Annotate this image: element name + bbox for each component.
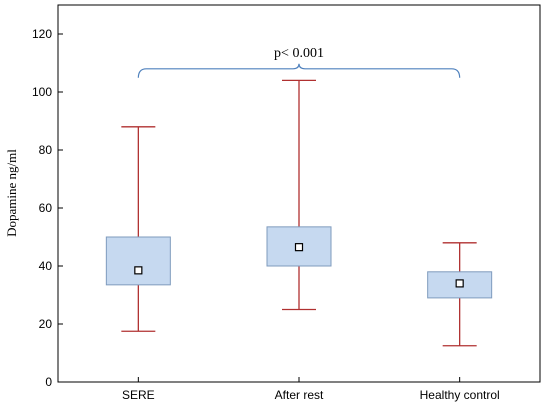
y-tick-label: 80 bbox=[39, 143, 53, 157]
x-tick-label: After rest bbox=[275, 388, 324, 402]
x-axis: SERE After rest Healthy control bbox=[122, 377, 500, 402]
y-tick-label: 100 bbox=[32, 85, 52, 99]
significance-annotation: p< 0.001 bbox=[137, 46, 461, 78]
x-tick-label: Healthy control bbox=[420, 388, 500, 402]
y-tick-label: 60 bbox=[39, 201, 53, 215]
box-group bbox=[105, 126, 171, 332]
median-marker bbox=[455, 279, 464, 288]
significance-label: p< 0.001 bbox=[274, 46, 324, 61]
x-tick-label: SERE bbox=[122, 388, 155, 402]
y-axis-title: Dopamine ng/ml bbox=[4, 149, 19, 237]
boxes-layer bbox=[105, 79, 493, 347]
median-marker bbox=[134, 266, 143, 275]
significance-bracket bbox=[137, 63, 461, 78]
y-tick-label: 120 bbox=[32, 27, 52, 41]
box-group bbox=[427, 242, 493, 347]
y-tick-label: 20 bbox=[39, 317, 53, 331]
y-axis: 0 20 40 60 80 100 120 bbox=[32, 27, 63, 389]
y-tick-label: 0 bbox=[45, 375, 52, 389]
box-group bbox=[266, 79, 332, 311]
y-tick-label: 40 bbox=[39, 259, 53, 273]
median-marker bbox=[294, 243, 304, 252]
interquartile-box bbox=[105, 236, 171, 286]
